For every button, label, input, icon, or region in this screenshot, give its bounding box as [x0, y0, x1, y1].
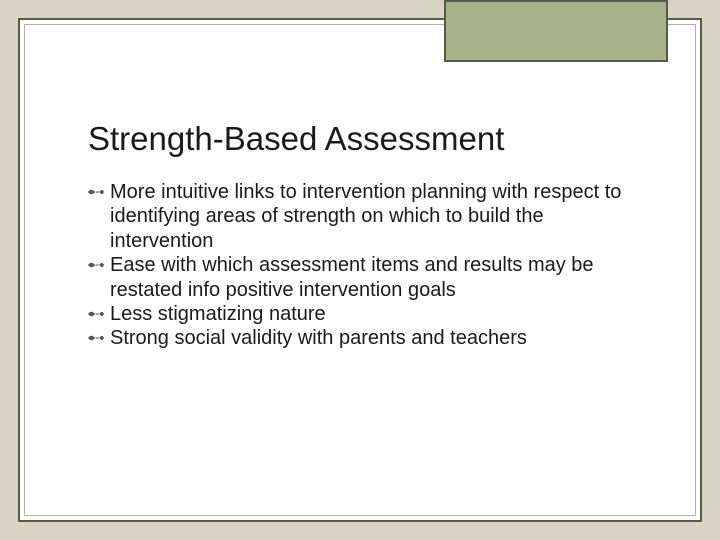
bullet-item: Strong social validity with parents and …	[110, 326, 648, 350]
bullet-item: Less stigmatizing nature	[110, 302, 648, 326]
slide-content: Strength-Based Assessment More intuitive…	[88, 120, 648, 351]
bullet-list: More intuitive links to intervention pla…	[88, 180, 648, 351]
slide-title: Strength-Based Assessment	[88, 120, 648, 158]
bullet-item: More intuitive links to intervention pla…	[110, 180, 648, 253]
bullet-item: Ease with which assessment items and res…	[110, 253, 648, 302]
corner-tab-decoration	[444, 0, 668, 62]
